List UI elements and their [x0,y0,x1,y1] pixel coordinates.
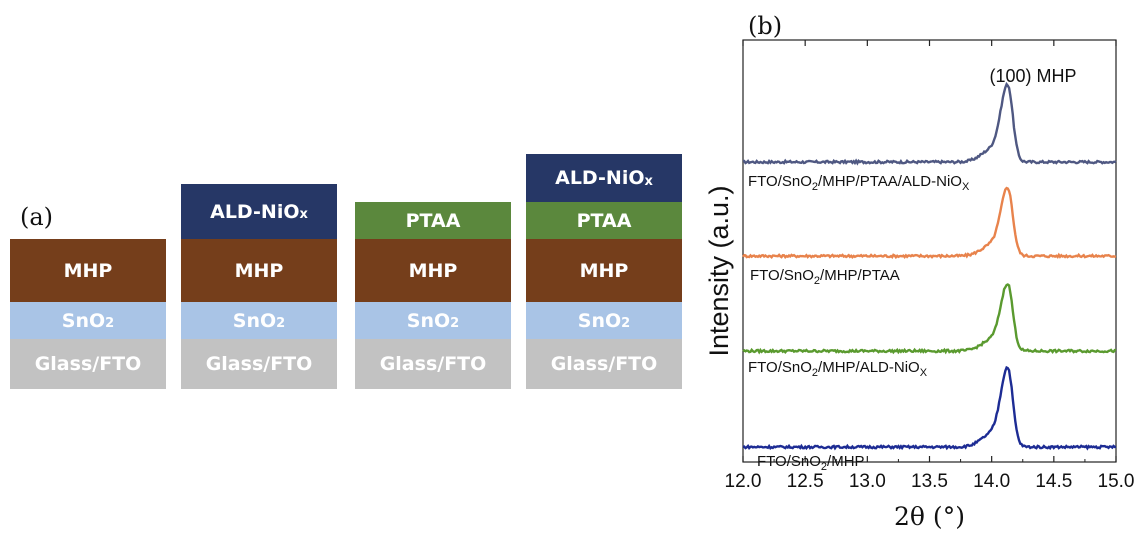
stack-2-layer-glass: Glass/FTO [181,339,337,389]
stack-1-layer-mhp: MHP [10,239,166,302]
panel-a-label: (a) [20,203,54,231]
series-line [742,365,1117,451]
layer-label: Glass/FTO [379,353,487,375]
series-label: FTO/SnO2/MHP/PTAA/ALD-NiOX [748,173,970,193]
stack-2-layer-mhp: MHP [181,239,337,302]
layer-label: PTAA [576,209,632,232]
layer-label: ALD-NiO [210,200,300,223]
layer-label-subscript: x [644,173,653,189]
layer-label: MHP [63,259,113,282]
stack-2-layer-sno2: SnO 2 [181,302,337,339]
series-line [742,186,1117,260]
layer-label: MHP [234,259,284,282]
stack-3-layer-glass: Glass/FTO [355,339,511,389]
x-tick-label: 14.5 [1035,471,1072,492]
layer-label: Glass/FTO [34,353,142,375]
layer-label: SnO [61,309,106,332]
x-tick-label: 15.0 [1098,471,1135,492]
x-tick-label: 13.5 [911,471,948,492]
x-tick-label: 13.0 [849,471,886,492]
series-line [742,81,1117,166]
layer-label: MHP [408,259,458,282]
layer-label-subscript: 2 [105,316,115,331]
x-tick-label: 14.0 [973,471,1010,492]
panel-b-label: (b) [748,12,783,40]
stack-1-layer-sno2: SnO 2 [10,302,166,339]
layer-label-subscript: x [299,207,308,222]
series-label: FTO/SnO2/MHP/ALD-NiOX [748,359,928,379]
stack-3-layer-sno2: SnO 2 [355,302,511,339]
y-axis-label: Intensity (a.u.) [704,185,734,356]
layer-label: PTAA [405,209,461,232]
series-line [742,283,1116,355]
stack-3-layer-ptaa: PTAA [355,202,511,239]
series-label: FTO/SnO2/MHP [757,453,865,473]
x-tick-label: 12.5 [787,471,824,492]
stack-2-layer-nio: ALD-NiO x [181,184,337,239]
stack-4-layer-mhp: MHP [526,239,682,302]
layer-label: SnO [232,309,277,332]
layer-label: ALD-NiO [555,167,645,189]
layer-label: Glass/FTO [550,353,658,375]
x-tick-label: 12.0 [725,471,762,492]
stack-4-layer-nio: ALD-NiO x [526,154,682,202]
layer-label: SnO [577,309,622,332]
stack-4-layer-glass: Glass/FTO [526,339,682,389]
x-axis-label: 2θ (°) [894,502,965,531]
series-label: FTO/SnO2/MHP/PTAA [750,267,900,287]
peak-annotation: (100) MHP [989,66,1076,86]
stack-4-layer-ptaa: PTAA [526,202,682,239]
layer-label: SnO [406,309,451,332]
layer-label: MHP [579,259,629,282]
layer-label-subscript: 2 [450,316,460,331]
plot-frame [742,39,1117,463]
stack-4-layer-sno2: SnO 2 [526,302,682,339]
layer-label: Glass/FTO [205,353,313,375]
layer-label-subscript: 2 [276,316,286,331]
layer-label-subscript: 2 [621,316,631,331]
stack-1-layer-glass: Glass/FTO [10,339,166,389]
stack-3-layer-mhp: MHP [355,239,511,302]
